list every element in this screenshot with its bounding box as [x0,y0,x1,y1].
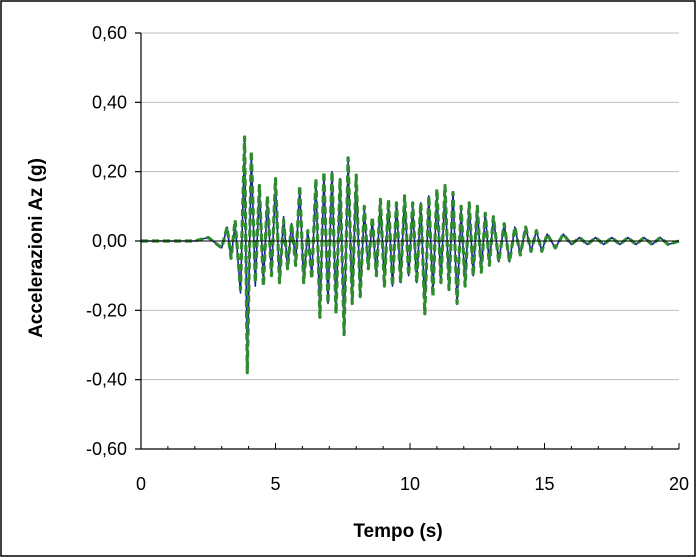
x-axis-title: Tempo (s) [353,521,442,542]
series-line-1 [141,135,680,375]
y-tick-label-4: -0,20 [86,300,127,320]
series-group [141,135,680,375]
x-tick-label-0: 0 [136,474,146,494]
y-tick-label-6: -0,60 [86,439,127,459]
y-tick-label-5: -0,40 [86,370,127,390]
y-tick-label-3: 0,00 [92,231,127,251]
x-tick-label-3: 15 [534,474,554,494]
x-tick-label-4: 20 [669,474,689,494]
axes [135,32,680,450]
y-tick-label-1: 0,40 [92,92,127,112]
y-tick-label-2: 0,20 [92,162,127,182]
y-axis-title: Accelerazioni Az (g) [26,158,47,338]
y-tick-labels: 0,60 0,40 0,20 0,00 -0,20 -0,40 -0,60 [86,23,127,459]
x-tick-label-1: 5 [270,474,280,494]
y-tick-label-0: 0,60 [92,23,127,43]
x-tick-labels: 0 5 10 15 20 [136,474,689,494]
x-tick-label-2: 10 [400,474,420,494]
